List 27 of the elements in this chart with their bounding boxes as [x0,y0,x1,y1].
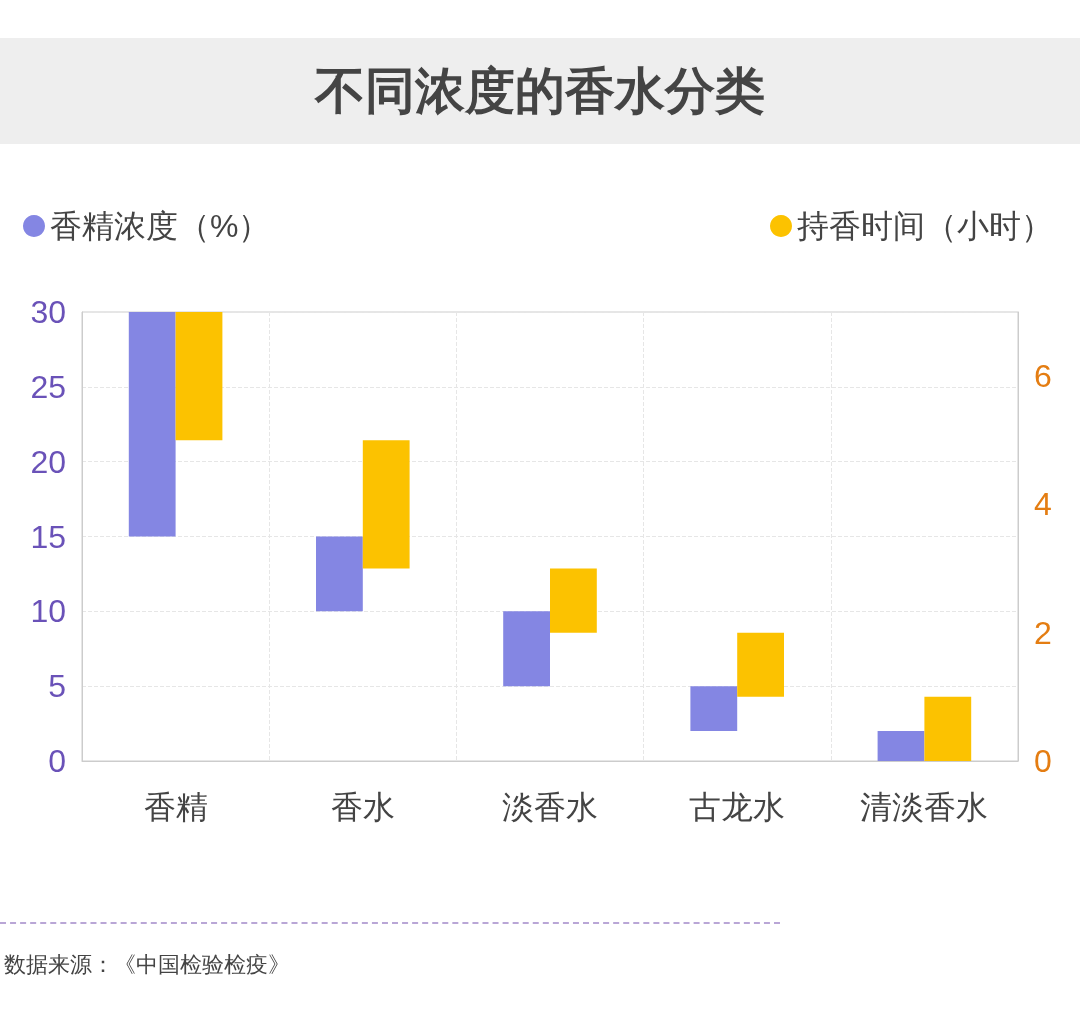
y-tick-label: 20 [30,443,66,480]
y-tick-label: 10 [30,593,66,630]
bar [924,696,972,761]
bar [737,632,784,697]
y-tick-label: 25 [30,368,66,405]
y-tick-label: 5 [48,668,66,705]
y2-tick-label: 4 [1034,486,1052,523]
source-note: 数据来源：《中国检验检疫》 [4,951,290,979]
chart-title: 不同浓度的香水分类 [0,38,1080,144]
bar [316,536,363,612]
bar [503,611,550,687]
x-tick-label: 香水 [330,789,395,825]
legend-label: 香精浓度（%） [50,208,271,244]
x-tick-label: 淡香水 [502,789,598,825]
bar [362,440,410,569]
x-tick-label: 清淡香水 [860,789,989,825]
y2-tick-label: 2 [1034,614,1052,651]
y2-tick-label: 6 [1034,358,1052,395]
bar [550,568,597,633]
y-tick-label: 30 [30,294,66,330]
bar [690,686,738,732]
y-tick-label: 15 [30,518,66,555]
y2-tick-label: 0 [1034,743,1052,779]
legend-label: 持香时间（小时） [797,208,1053,244]
y-tick-label: 0 [48,743,66,779]
x-tick-label: 古龙水 [689,789,786,825]
x-tick-label: 香精 [143,789,208,825]
